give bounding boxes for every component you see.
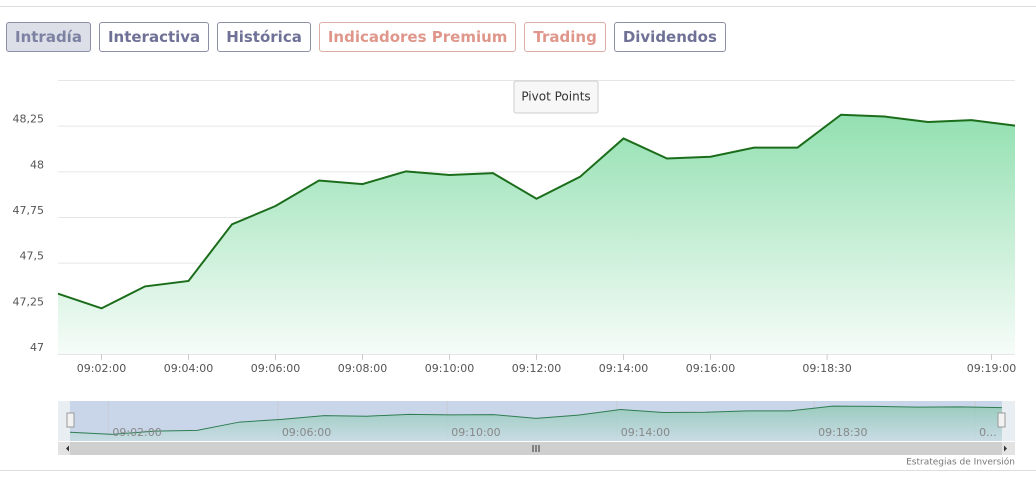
y-tick-label: 48,25	[13, 113, 45, 126]
y-tick-label: 48	[30, 158, 44, 171]
tab[interactable]: Interactiva	[98, 22, 210, 52]
navigator-tick-label: 09:18:30	[818, 426, 867, 439]
tab[interactable]: Trading	[524, 22, 606, 52]
navigator-handle[interactable]	[997, 412, 1006, 428]
navigator-line	[69, 405, 1003, 435]
x-tick-label: 09:04:00	[164, 362, 213, 375]
x-tick-label: 09:19:00	[967, 362, 1016, 375]
price-line	[57, 113, 1016, 310]
credit: Estrategias de Inversión	[906, 457, 1015, 468]
tab[interactable]: Histórica	[217, 22, 311, 52]
pivot-button[interactable]	[513, 80, 599, 114]
navigator-tick-label: 0...	[979, 426, 997, 439]
navigator-tick-label: 09:10:00	[451, 426, 500, 439]
scroll-grip	[532, 445, 540, 452]
tab[interactable]: Indicadores Premium	[318, 22, 517, 52]
y-tick-label: 47	[30, 341, 44, 354]
navigator-tick-label: 09:02:00	[112, 426, 161, 439]
navigator-area	[70, 406, 1002, 441]
x-tick-label: 09:12:00	[512, 362, 561, 375]
y-tick-label: 47,75	[13, 204, 45, 217]
tab[interactable]: Dividendos	[613, 22, 726, 52]
navigator-handle[interactable]	[66, 412, 75, 428]
navigator-tick-label: 09:14:00	[621, 426, 670, 439]
x-tick-label: 09:14:00	[599, 362, 648, 375]
area-fill	[58, 114, 1015, 354]
x-tick-label: 09:18:30	[802, 362, 851, 375]
pivot-label[interactable]: Pivot Points	[521, 90, 590, 104]
x-tick-label: 09:06:00	[251, 362, 300, 375]
y-tick-label: 47,25	[13, 295, 45, 308]
y-tick-label: 47,5	[20, 250, 45, 263]
tab[interactable]: Intradía	[6, 22, 91, 52]
x-tick-label: 09:02:00	[77, 362, 126, 375]
navigator-tick-label: 09:06:00	[282, 426, 331, 439]
x-tick-label: 09:08:00	[338, 362, 387, 375]
tab-bar: Intradía Interactiva Histórica Indicadores …	[6, 22, 726, 52]
x-tick-label: 09:16:00	[686, 362, 735, 375]
x-tick-label: 09:10:00	[425, 362, 474, 375]
